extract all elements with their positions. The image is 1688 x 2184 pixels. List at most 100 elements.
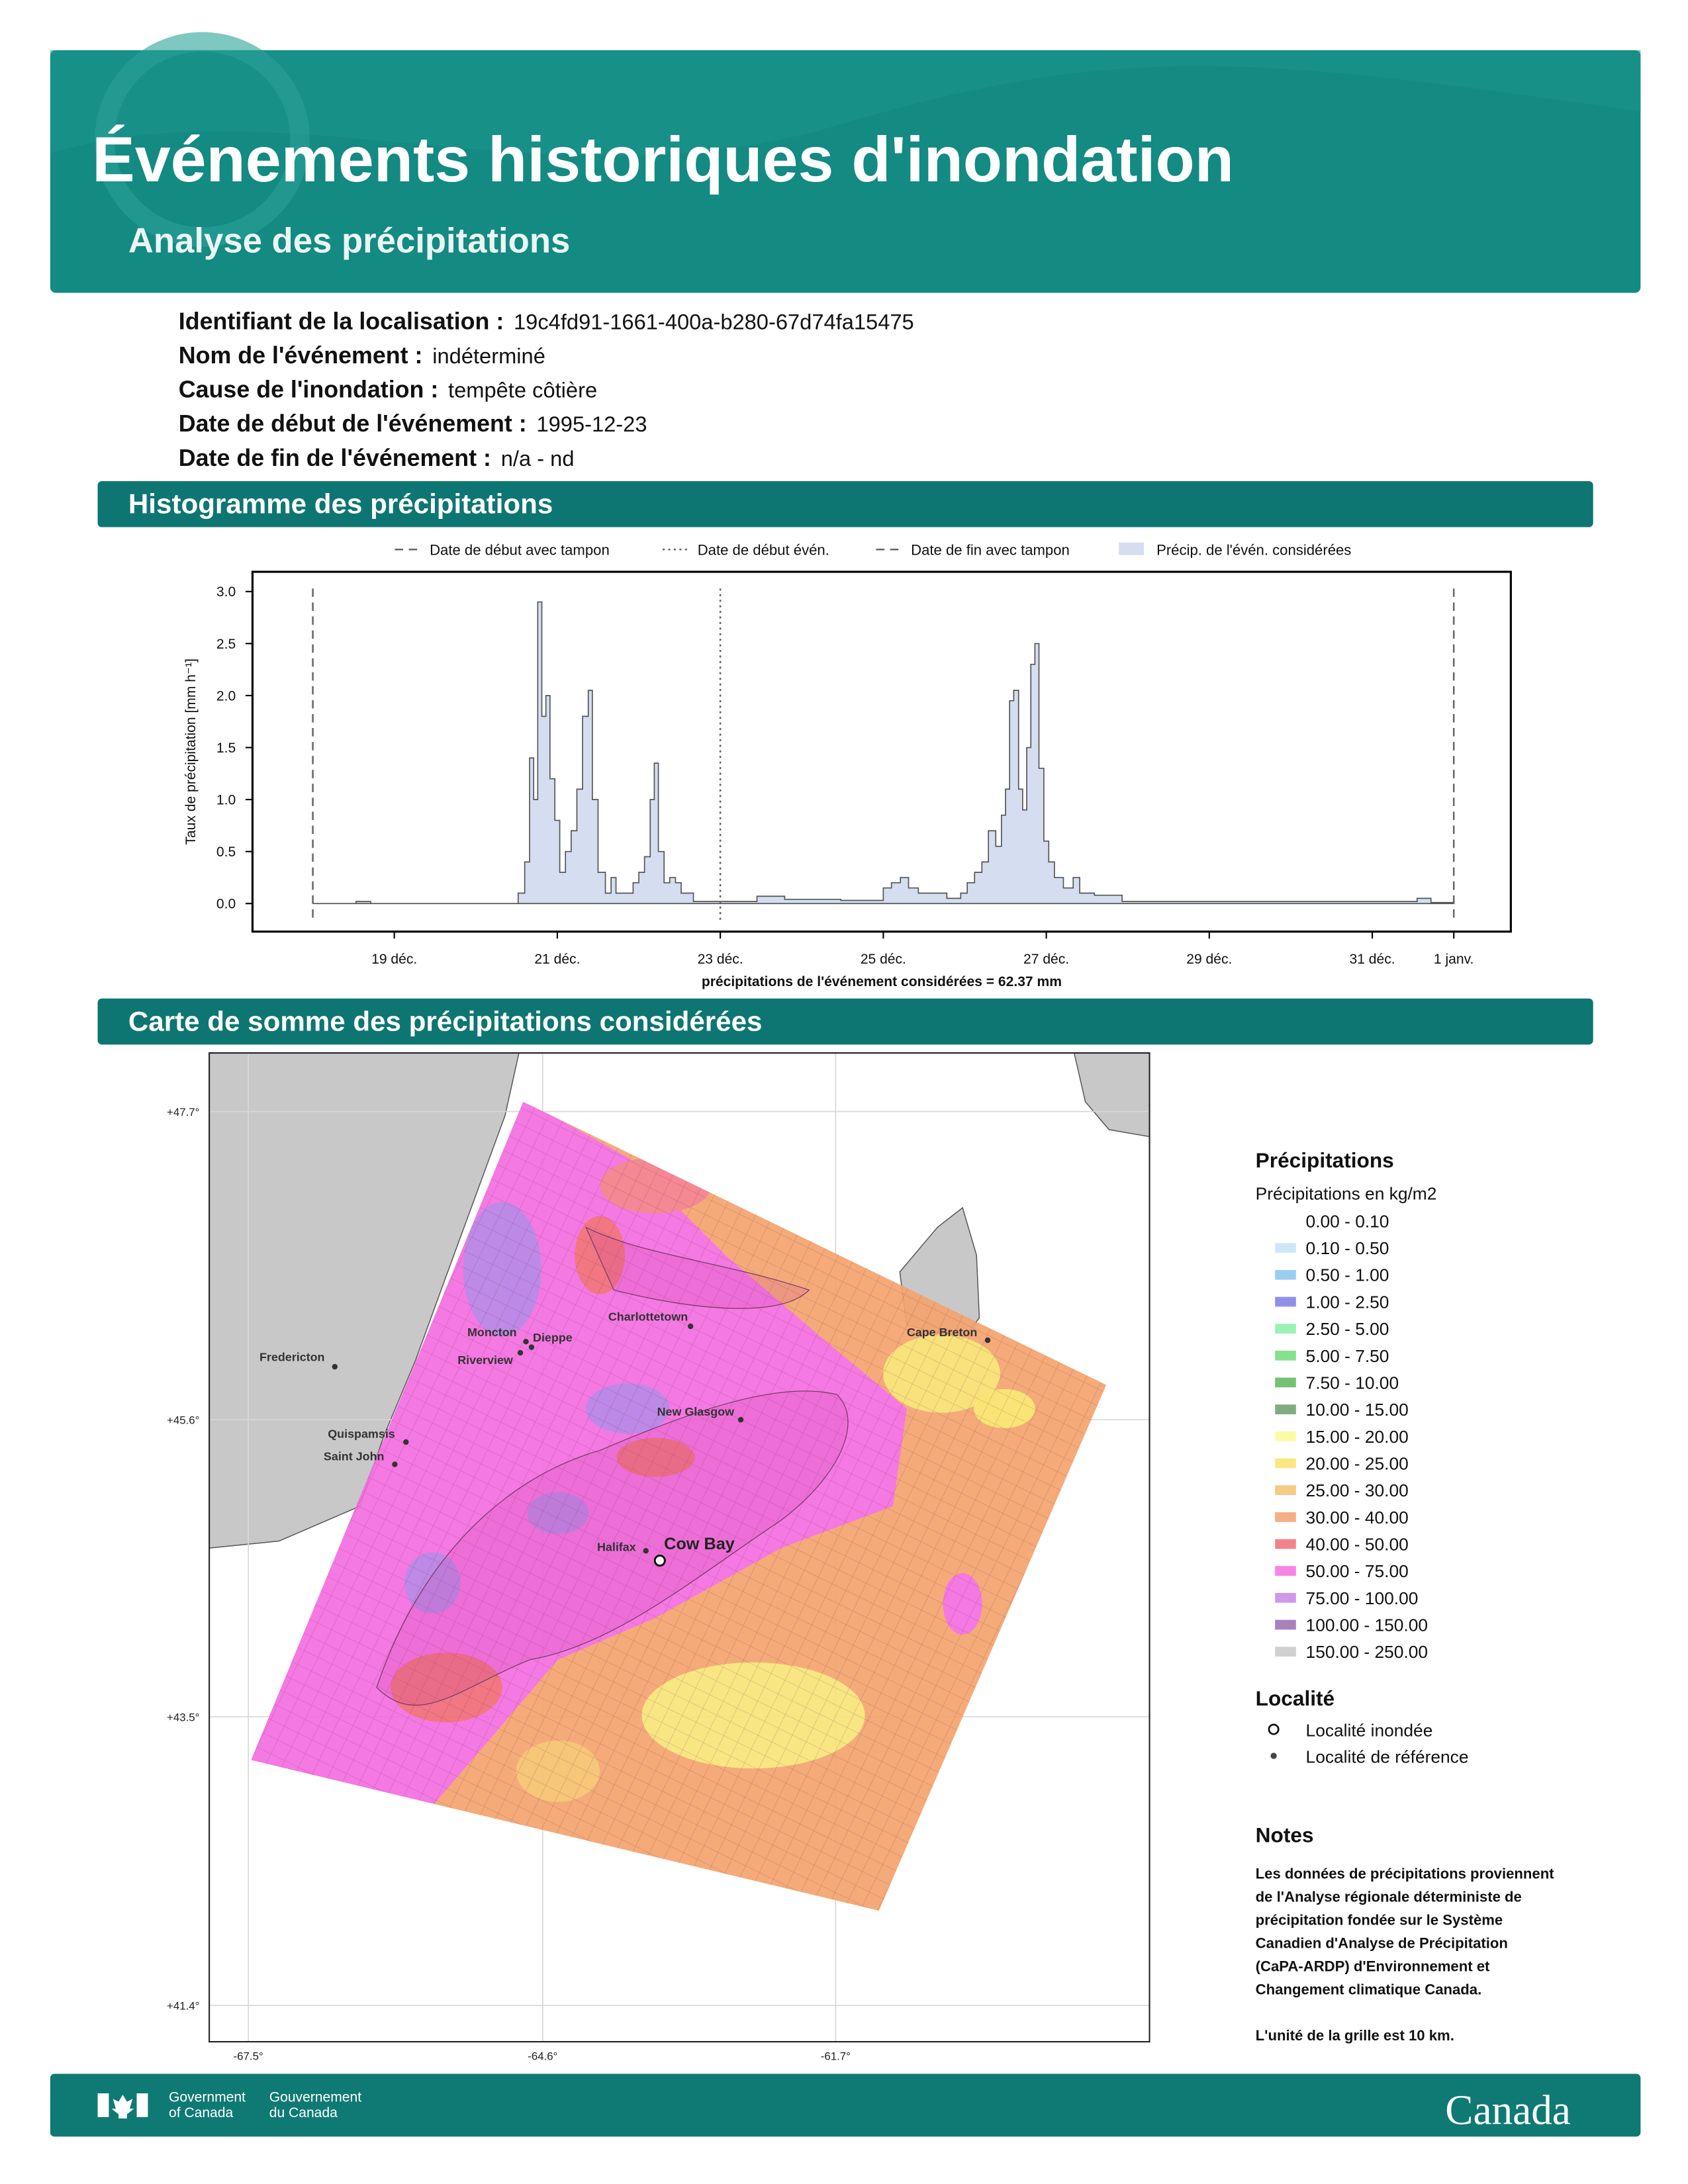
- legend-label: Date de fin avec tampon: [911, 542, 1070, 559]
- info-label: Cause de l'inondation :: [179, 377, 439, 403]
- footer-band: [50, 2073, 1641, 2137]
- info-label: Date de début de l'événement :: [179, 410, 527, 437]
- y-axis-label: Taux de précipitation [mm h⁻¹]: [183, 659, 199, 845]
- x-tick-label: 19 déc.: [371, 952, 417, 967]
- section-bar: [97, 998, 1593, 1045]
- plot-frame: [251, 570, 1512, 933]
- legend-item: 15.00 - 20.00: [1306, 1427, 1409, 1447]
- legend-swatch: [1275, 1404, 1296, 1414]
- x-tick-label: 29 déc.: [1186, 952, 1232, 967]
- flooded-label: Cow Bay: [664, 1535, 735, 1553]
- footer-text: Government of Canada Gouvernement du Can…: [169, 2090, 361, 2120]
- legend-item: 40.00 - 50.00: [1306, 1534, 1409, 1554]
- map-frame: [209, 1052, 1150, 2043]
- section-title: Carte de somme des précipitations consid…: [128, 1005, 763, 1036]
- legend-swatch: [1275, 1324, 1296, 1334]
- land: [209, 1052, 520, 1549]
- info-value: tempête côtière: [448, 378, 597, 402]
- legend-label: Date de début avec tampon: [430, 542, 610, 559]
- land: [1073, 1052, 1150, 1138]
- legend-swatch: [1275, 1592, 1296, 1603]
- info-block: Identifiant de la localisation : 19c4fd91…: [179, 308, 914, 471]
- info-value: indéterminé: [432, 343, 545, 368]
- legend-swatch: [1275, 1243, 1296, 1253]
- x-axis-label: précipitations de l'événement considérée…: [702, 974, 1062, 989]
- legend-swatch: [1275, 1647, 1296, 1657]
- lon-label: -67.5°: [234, 2050, 263, 2062]
- legend-swatch: [1275, 1539, 1296, 1549]
- legend-item: Localité de référence: [1306, 1747, 1469, 1767]
- legend-item: 50.00 - 75.00: [1306, 1561, 1409, 1581]
- legend-title: Localité: [1256, 1686, 1335, 1710]
- x-tick-label: 21 déc.: [534, 952, 580, 967]
- footer-en: Government: [169, 2090, 246, 2105]
- info-row: Date de fin de l'événement : n/a - nd: [179, 445, 575, 471]
- legend-swatch: [1275, 1377, 1296, 1388]
- map: Charlottetown Moncton Dieppe Riverview F…: [209, 1052, 1150, 2042]
- y-tick-label: 2.0: [216, 688, 236, 704]
- info-row: Cause de l'inondation : tempête côtière: [179, 377, 597, 403]
- place-labels: Charlottetown Moncton Dieppe Riverview F…: [259, 1310, 977, 1554]
- header-emblem: [95, 32, 310, 247]
- info-label: Identifiant de la localisation :: [179, 308, 504, 334]
- map-ticks: +47.7° +45.6° +43.5° +41.4° -67.5° -64.6…: [167, 1106, 851, 2063]
- canada-wordmark: Canada: [1445, 2087, 1571, 2133]
- coastline: [376, 1390, 849, 1706]
- lon-label: -64.6°: [528, 2050, 557, 2062]
- info-value: 19c4fd91-1661-400a-b280-67d74fa15475: [514, 309, 914, 334]
- legend-swatch: [1275, 1350, 1296, 1361]
- map-legend: Précipitations Précipitations en kg/m2 0.0…: [1256, 1148, 1555, 2044]
- legend-swatch: [1119, 542, 1145, 555]
- x-tick-label: 1 janv.: [1434, 952, 1474, 967]
- places: [332, 1323, 991, 1554]
- legend-swatch: [1275, 1431, 1296, 1441]
- histogram: 0.0 0.5 1.0 1.5 2.0 2.5 3.0 19 déc. 21 déc. 23 dé…: [183, 542, 1512, 989]
- legend-swatch: [1275, 1269, 1296, 1280]
- legend-item: 150.00 - 250.00: [1306, 1642, 1428, 1662]
- legend-item: 25.00 - 30.00: [1306, 1480, 1409, 1500]
- place-label: New Glasgow: [657, 1405, 734, 1418]
- legend-item: 20.00 - 25.00: [1306, 1453, 1409, 1473]
- page-title: Événements historiques d'inondation: [92, 123, 1234, 195]
- legend-item: 7.50 - 10.00: [1306, 1373, 1399, 1392]
- legend-item: 1.00 - 2.50: [1306, 1292, 1389, 1312]
- precip-area: [312, 601, 1455, 905]
- notes-line: L'unité de la grille est 10 km.: [1256, 2027, 1454, 2044]
- section-bar: [97, 481, 1593, 527]
- x-tick-label: 23 déc.: [698, 952, 743, 967]
- legend-item: 0.50 - 1.00: [1306, 1265, 1389, 1285]
- info-label: Nom de l'événement :: [179, 342, 423, 369]
- legend-label: Précip. de l'évén. considérées: [1156, 542, 1351, 559]
- place-label: Moncton: [467, 1326, 517, 1339]
- legend-swatch: [1275, 1619, 1296, 1630]
- notes-line: Canadien d'Analyse de Précipitation: [1256, 1934, 1508, 1951]
- coastline: [585, 1226, 810, 1309]
- legend-item: 2.50 - 5.00: [1306, 1319, 1389, 1339]
- section-title: Histogramme des précipitations: [128, 488, 553, 519]
- lat-label: +43.5°: [167, 1711, 199, 1723]
- y-tick-label: 3.0: [216, 584, 236, 600]
- legend-title: Précipitations: [1256, 1148, 1394, 1172]
- legend-swatch: [1275, 1216, 1296, 1226]
- notes-line: Changement climatique Canada.: [1256, 1981, 1482, 1997]
- flooded-place: [653, 1554, 666, 1567]
- lat-label: +45.6°: [167, 1414, 199, 1427]
- legend-item: 30.00 - 40.00: [1306, 1508, 1409, 1527]
- y-tick-label: 0.5: [216, 844, 236, 860]
- info-row: Date de début de l'événement : 1995-12-23: [179, 410, 647, 437]
- legend-symbol: [1270, 1752, 1277, 1759]
- place-label: Saint John: [324, 1449, 385, 1463]
- header-wave: [50, 50, 1641, 156]
- legend-swatch: [1275, 1458, 1296, 1469]
- x-tick-label: 27 déc.: [1023, 952, 1069, 967]
- legend-item: 75.00 - 100.00: [1306, 1588, 1419, 1608]
- x-tick-label: 25 déc.: [861, 952, 906, 967]
- notes-line: (CaPA-ARDP) d'Environnement et: [1256, 1958, 1490, 1974]
- legend-item: Localité inondée: [1306, 1721, 1433, 1741]
- info-row: Identifiant de la localisation : 19c4fd91…: [179, 308, 914, 334]
- legend-item: 10.00 - 15.00: [1306, 1400, 1409, 1420]
- footer-en: of Canada: [169, 2105, 233, 2120]
- notes-title: Notes: [1256, 1823, 1314, 1847]
